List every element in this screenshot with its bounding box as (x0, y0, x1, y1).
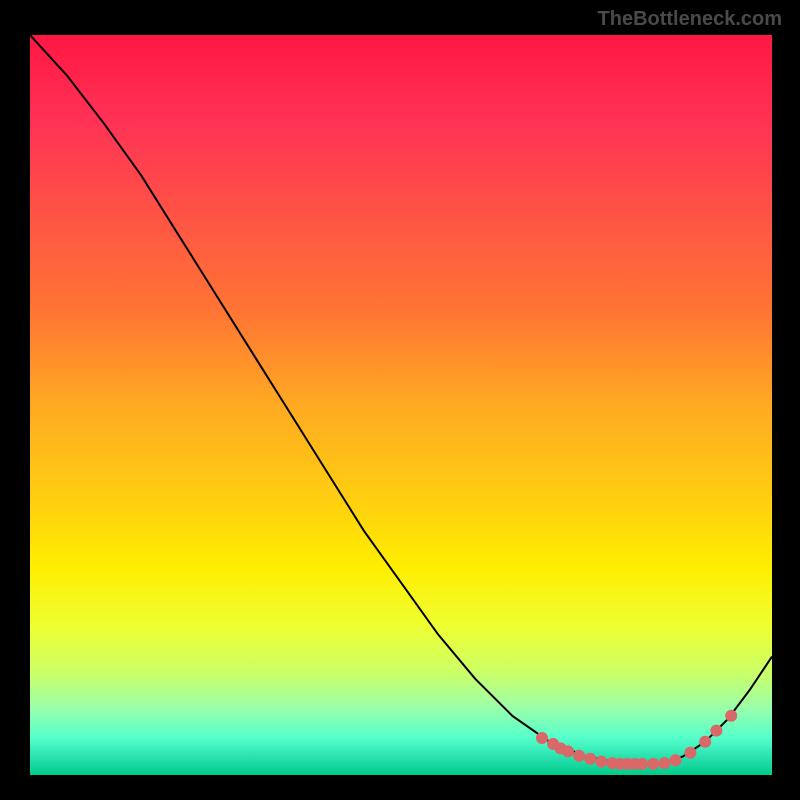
data-marker (536, 732, 548, 744)
data-marker (636, 758, 648, 770)
curve-layer (30, 35, 772, 775)
data-marker (562, 745, 574, 757)
data-marker (725, 710, 737, 722)
data-marker (699, 736, 711, 748)
data-marker (595, 756, 607, 768)
data-markers (536, 710, 737, 770)
data-marker (658, 757, 670, 769)
data-marker (584, 753, 596, 765)
plot-area (30, 35, 772, 775)
data-marker (573, 750, 585, 762)
data-marker (647, 758, 659, 770)
data-marker (684, 747, 696, 759)
data-marker (670, 754, 682, 766)
chart-container: TheBottleneck.com (0, 0, 800, 800)
bottleneck-curve (30, 35, 772, 764)
watermark-text: TheBottleneck.com (598, 8, 782, 31)
data-marker (710, 725, 722, 737)
